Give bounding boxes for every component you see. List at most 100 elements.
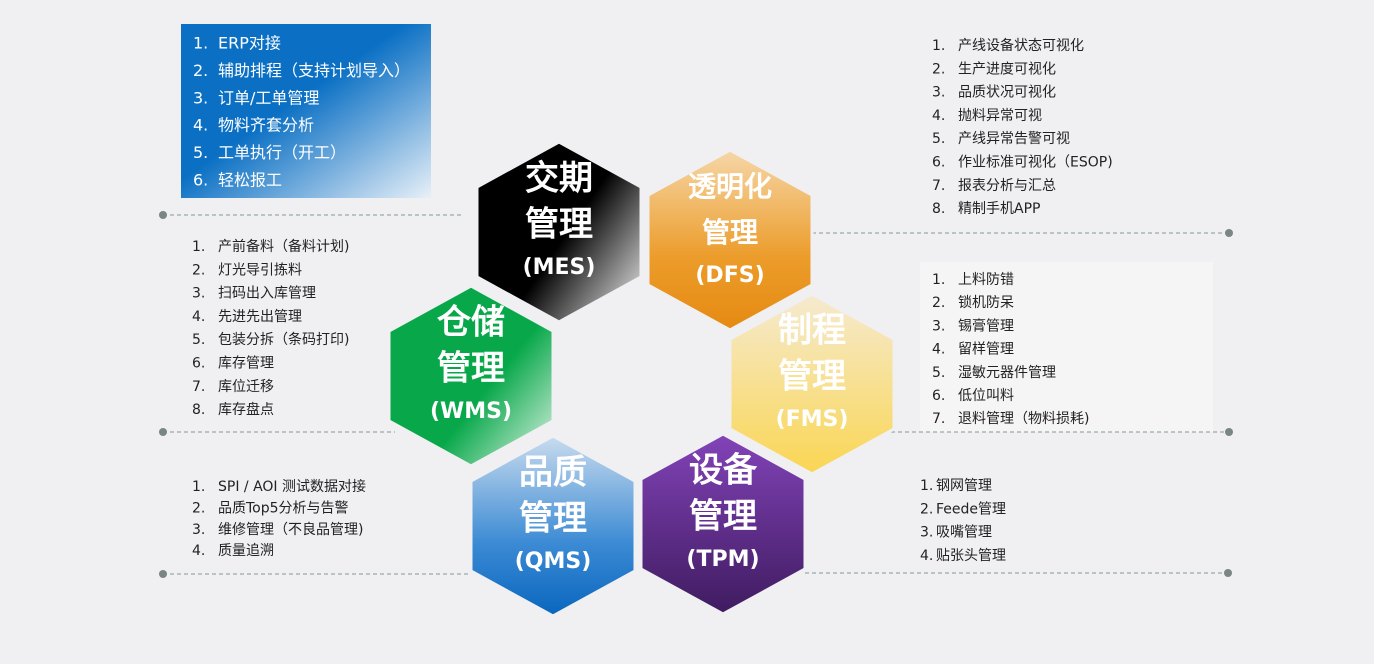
item-text: 留样管理 [958, 342, 1014, 358]
hexagon-label: 管理 [525, 205, 593, 245]
item-number: 6. [193, 171, 208, 190]
item-number: 8. [932, 201, 945, 217]
item-text: 库存盘点 [218, 401, 274, 418]
dots [159, 211, 1233, 578]
item-text: 产线设备状态可视化 [958, 37, 1084, 54]
hexagon-label: (FMS) [776, 407, 849, 432]
item-text: 轻松报工 [218, 171, 282, 190]
hexagon [469, 434, 637, 618]
item-number: 5. [932, 365, 945, 381]
item-number: 2. [192, 500, 205, 516]
item-text: 产线异常告警可视 [958, 131, 1070, 147]
item-number: 4. [192, 543, 205, 559]
item-text: 订单/工单管理 [218, 88, 319, 107]
item-text: 质量追溯 [218, 543, 274, 559]
dot [1225, 229, 1233, 237]
hexagon-label: 透明化 [688, 170, 772, 203]
item-text: 灯光导引拣料 [218, 262, 302, 278]
list-box [920, 262, 1213, 432]
hexagon-label: (MES) [523, 255, 596, 280]
item-number: 3. [932, 318, 945, 334]
hexagon-label: 制程 [778, 311, 846, 351]
hexagon-label: 交期 [525, 159, 593, 199]
item-number: 3. [920, 525, 933, 541]
item-number: 2. [932, 61, 945, 77]
item-number: 1. [932, 38, 945, 54]
item-number: 6. [192, 356, 205, 372]
connectors [163, 214, 1229, 575]
item-text: 维修管理（不良品管理) [218, 522, 363, 538]
item-text: 湿敏元器件管理 [958, 365, 1056, 381]
item-text: 辅助排程（支持计划导入） [218, 61, 410, 80]
hexagon [639, 432, 807, 616]
item-number: 5. [193, 143, 208, 162]
item-text: 工单执行（开工） [218, 143, 346, 162]
item-text: 扫码出入库管理 [218, 286, 316, 302]
dot [159, 211, 167, 219]
item-number: 4. [193, 116, 208, 135]
item-text: 产前备料（备料计划) [218, 238, 349, 255]
hexagons: 交期管理(MES)透明化管理(DFS)仓储管理(WMS)制程管理(FMS)品质管… [387, 140, 896, 618]
item-text: 锁机防呆 [958, 295, 1014, 311]
item-text: 吸嘴管理 [936, 525, 992, 541]
item-number: 4. [192, 309, 205, 325]
hexagon-label: 品质 [519, 453, 587, 493]
item-text: 退料管理（物料损耗) [958, 411, 1089, 427]
item-text: 低位叫料 [958, 388, 1014, 404]
item-number: 1. [932, 272, 945, 288]
hexagon-label: 管理 [437, 349, 505, 389]
hexagon-label: (QMS) [515, 549, 592, 574]
item-number: 3. [932, 85, 945, 101]
dot [1225, 428, 1233, 436]
item-text: 贴张头管理 [936, 548, 1006, 564]
item-text: 抛料异常可视 [958, 108, 1042, 124]
item-text: 库存管理 [218, 356, 274, 372]
item-text: 物料齐套分析 [218, 116, 314, 135]
hexagon-label: 管理 [778, 357, 846, 397]
item-text: 报表分析与汇总 [958, 178, 1056, 194]
item-text: SPI / AOI 测试数据对接 [218, 478, 366, 495]
item-number: 4. [932, 108, 945, 124]
hexagon-label: 管理 [689, 497, 757, 537]
hexagon-label: (WMS) [430, 399, 512, 424]
item-number: 7. [932, 178, 945, 194]
hexagon-label: (DFS) [695, 263, 764, 288]
hexagon [728, 292, 896, 476]
item-text: 品质状况可视化 [958, 85, 1056, 101]
hexagon-label: 设备 [689, 451, 758, 491]
hexagon [646, 148, 814, 332]
item-text: ERP对接 [218, 34, 281, 53]
hexagon-label: 管理 [519, 499, 587, 539]
item-number: 2. [192, 262, 205, 278]
hexagon-label: 管理 [702, 216, 758, 249]
item-number: 3. [192, 286, 205, 302]
item-text: 作业标准可视化（ESOP) [958, 155, 1113, 171]
item-text: 钢网管理 [936, 478, 992, 494]
item-text: 先进先出管理 [218, 309, 302, 325]
item-text: 锡膏管理 [958, 317, 1014, 334]
item-number: 3. [192, 522, 205, 538]
item-text: 库位迁移 [218, 379, 274, 395]
hexagon-label: (TPM) [686, 547, 759, 572]
item-number: 5. [932, 131, 945, 147]
item-number: 7. [932, 411, 945, 427]
item-number: 7. [192, 379, 205, 395]
item-number: 1. [192, 479, 205, 495]
dot [159, 570, 167, 578]
item-number: 4. [932, 342, 945, 358]
dot [1224, 569, 1232, 577]
item-number: 4. [920, 548, 933, 564]
item-number: 2. [193, 61, 208, 80]
item-number: 1. [192, 239, 205, 255]
item-text: Feede管理 [936, 501, 1006, 517]
item-number: 5. [192, 332, 205, 348]
hexagon [475, 140, 643, 324]
item-text: 精制手机APP [958, 201, 1040, 217]
item-number: 1. [920, 478, 933, 494]
lists: 1. ERP对接 2. 辅助排程（支持计划导入） 3. 订单/工单管理 4. 物料齐套分析 5.… [192, 34, 1113, 564]
hexagon [387, 284, 555, 468]
item-text: 生产进度可视化 [958, 61, 1056, 77]
item-number: 6. [932, 388, 945, 404]
hexagon-label: 仓储 [437, 303, 505, 343]
